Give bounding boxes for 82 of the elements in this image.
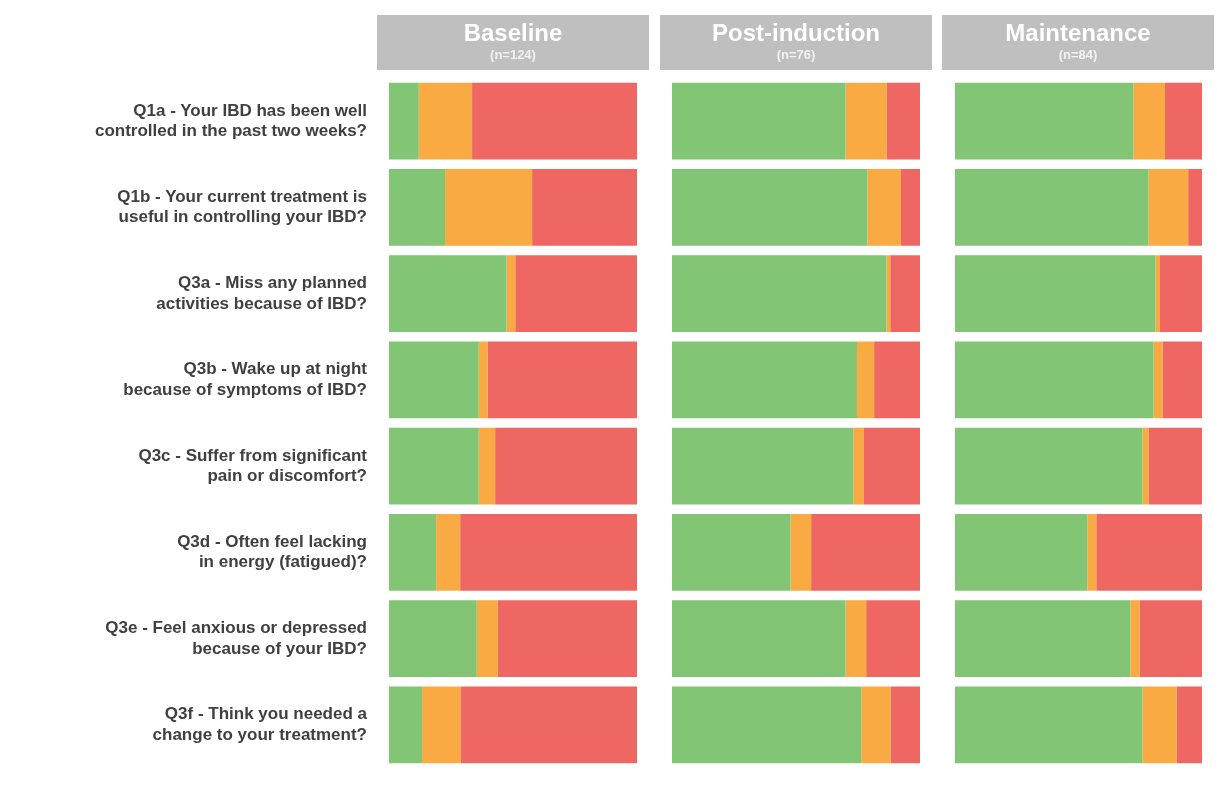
- bar: [955, 255, 1156, 333]
- bar: [472, 82, 637, 160]
- bar: [389, 600, 477, 678]
- bar: [1130, 600, 1140, 678]
- bar: [863, 427, 920, 505]
- bar: [790, 513, 812, 591]
- bar: [1142, 427, 1149, 505]
- bar: [495, 427, 637, 505]
- chart-title: Baseline: [462, 19, 564, 47]
- bar: [389, 168, 446, 246]
- bar: [672, 168, 868, 246]
- bar: [460, 686, 637, 764]
- chart-title: Maintenance: [1004, 19, 1152, 47]
- bar: [421, 686, 461, 764]
- bar: [487, 341, 637, 419]
- y-tick-label: Q3c - Suffer from significant pain or discomfort?: [138, 445, 368, 486]
- bar: [1155, 255, 1161, 333]
- bar: [478, 427, 496, 505]
- bar: [955, 168, 1149, 246]
- bar: [476, 600, 498, 678]
- bar: [955, 513, 1088, 591]
- bar: [506, 255, 516, 333]
- bar: [861, 686, 891, 764]
- bar: [460, 513, 637, 591]
- bar: [1087, 513, 1097, 591]
- bar: [853, 427, 864, 505]
- bar: [389, 82, 419, 160]
- bar: [532, 168, 637, 246]
- bar: [389, 255, 507, 333]
- bar: [1133, 82, 1165, 160]
- bar: [955, 427, 1143, 505]
- y-tick-label: Q1a - Your IBD has been well controlled in the past two weeks?: [94, 100, 367, 141]
- bar: [389, 513, 437, 591]
- bar: [672, 255, 887, 333]
- bar: [886, 82, 920, 160]
- y-tick-label: Q3e - Feel anxious or depressed because of your IBD?: [105, 618, 367, 658]
- bar: [1162, 341, 1202, 419]
- bar: [890, 255, 920, 333]
- bar: [445, 168, 533, 246]
- bar: [866, 600, 920, 678]
- bar: [955, 600, 1131, 678]
- y-tick-label: Q3d - Often feel lacking in energy (fatigued)?: [177, 531, 367, 572]
- bar: [389, 341, 479, 419]
- bar: [672, 513, 791, 591]
- bar: [867, 168, 901, 246]
- bar: [1148, 427, 1202, 505]
- bar: [1176, 686, 1202, 764]
- bar: [436, 513, 461, 591]
- bar: [845, 600, 867, 678]
- bar: [672, 427, 854, 505]
- bar: [1160, 255, 1202, 333]
- bar: [1148, 168, 1189, 246]
- bar: [1153, 341, 1163, 419]
- bar: [890, 686, 920, 764]
- bar: [1096, 513, 1202, 591]
- bar: [672, 82, 846, 160]
- bar: [672, 341, 858, 419]
- bar: [1188, 168, 1202, 246]
- bar: [845, 82, 887, 160]
- bar: [672, 686, 862, 764]
- y-tick-label: Q1b - Your current treatment is useful in controlling your IBD?: [117, 186, 367, 227]
- bar: [874, 341, 920, 419]
- bar: [478, 341, 488, 419]
- bar: [955, 686, 1143, 764]
- bar: [1142, 686, 1177, 764]
- y-tick-label: Q3f - Think you needed a change to your treatment?: [152, 704, 368, 744]
- bar: [857, 341, 875, 419]
- bar: [811, 513, 920, 591]
- y-tick-label: Q3a - Miss any planned activities because of IBD?: [156, 273, 367, 313]
- bar: [389, 427, 479, 505]
- bar: [672, 600, 846, 678]
- bar: [389, 686, 422, 764]
- bar: [515, 255, 637, 333]
- bar: [418, 82, 473, 160]
- bar: [955, 341, 1154, 419]
- y-tick-label: Q3b - Wake up at night because of symptoms of IBD?: [123, 359, 368, 399]
- bar: [1164, 82, 1202, 160]
- bar: [900, 168, 920, 246]
- bar: [497, 600, 637, 678]
- chart-title: Post-induction: [711, 19, 881, 47]
- bar: [1139, 600, 1202, 678]
- bar: [955, 82, 1134, 160]
